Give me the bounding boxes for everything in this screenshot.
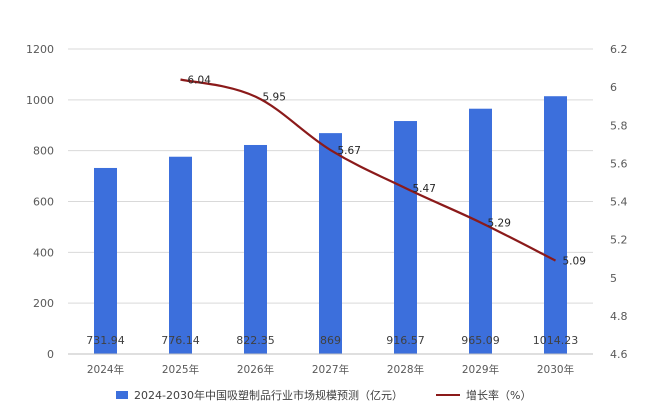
left-tick-label: 1000: [26, 94, 54, 107]
bar-series: 731.94 776.14 822.35 869 916.57 965.09 1014.23: [86, 96, 579, 355]
right-tick-label: 5.8: [610, 119, 628, 132]
left-tick-label: 0: [47, 348, 54, 361]
x-tick-label: 2024年: [87, 363, 124, 376]
right-tick-label: 4.8: [610, 310, 628, 323]
left-tick-label: 600: [33, 196, 54, 209]
bar: [94, 167, 117, 354]
line-value-label: 5.95: [263, 92, 286, 104]
legend-bar-swatch: [116, 391, 128, 399]
x-tick-label: 2030年: [537, 363, 574, 376]
bar: [319, 133, 342, 354]
line-value-label: 5.67: [338, 145, 361, 157]
left-tick-label: 400: [33, 246, 54, 259]
right-tick-label: 5.2: [610, 234, 628, 247]
bar-value-label: 965.09: [461, 334, 500, 347]
right-tick-label: 6.2: [610, 43, 628, 56]
line-value-label: 5.47: [413, 183, 436, 195]
bar: [469, 108, 492, 354]
right-tick-label: 5: [610, 272, 617, 285]
x-tick-label: 2026年: [237, 363, 274, 376]
bar: [169, 156, 192, 354]
x-tick-label: 2028年: [387, 363, 424, 376]
right-tick-label: 4.6: [610, 348, 628, 361]
line-series: 6.04 5.95 5.67 5.47 5.29 5.09: [180, 75, 586, 268]
right-axis: 4.6 4.8 5 5.2 5.4 5.6 5.8 6 6.2: [610, 43, 628, 361]
legend: 2024-2030年中国吸塑制品行业市场规模预测（亿元） 增长率（%）: [116, 388, 531, 402]
line-value-label: 5.29: [488, 217, 511, 229]
right-tick-label: 5.4: [610, 196, 628, 209]
left-axis: 0 200 400 600 800 1000 1200: [26, 43, 54, 361]
line-value-label: 6.04: [188, 75, 212, 87]
x-tick-label: 2027年: [312, 363, 349, 376]
legend-line-label: 增长率（%）: [466, 388, 531, 402]
growth-rate-line: [180, 78, 556, 262]
x-tick-label: 2029年: [462, 363, 499, 376]
bar: [394, 121, 417, 355]
x-tick-label: 2025年: [162, 363, 199, 376]
bar-value-label: 1014.23: [533, 334, 579, 347]
left-tick-label: 200: [33, 297, 54, 310]
left-tick-label: 800: [33, 145, 54, 158]
bar-value-label: 916.57: [386, 334, 425, 347]
bar-value-label: 869: [320, 334, 341, 347]
bar-value-label: 822.35: [236, 334, 275, 347]
bar: [244, 144, 267, 354]
bar-value-label: 776.14: [161, 334, 200, 347]
line-value-label: 5.09: [563, 256, 586, 268]
right-tick-label: 6: [610, 81, 617, 94]
bar: [544, 96, 567, 354]
right-tick-label: 5.6: [610, 157, 628, 170]
left-tick-label: 1200: [26, 43, 54, 56]
x-axis: 2024年 2025年 2026年 2027年 2028年 2029年 2030年: [68, 353, 593, 376]
legend-bar-label: 2024-2030年中国吸塑制品行业市场规模预测（亿元）: [134, 388, 403, 402]
bar-value-label: 731.94: [86, 334, 125, 347]
